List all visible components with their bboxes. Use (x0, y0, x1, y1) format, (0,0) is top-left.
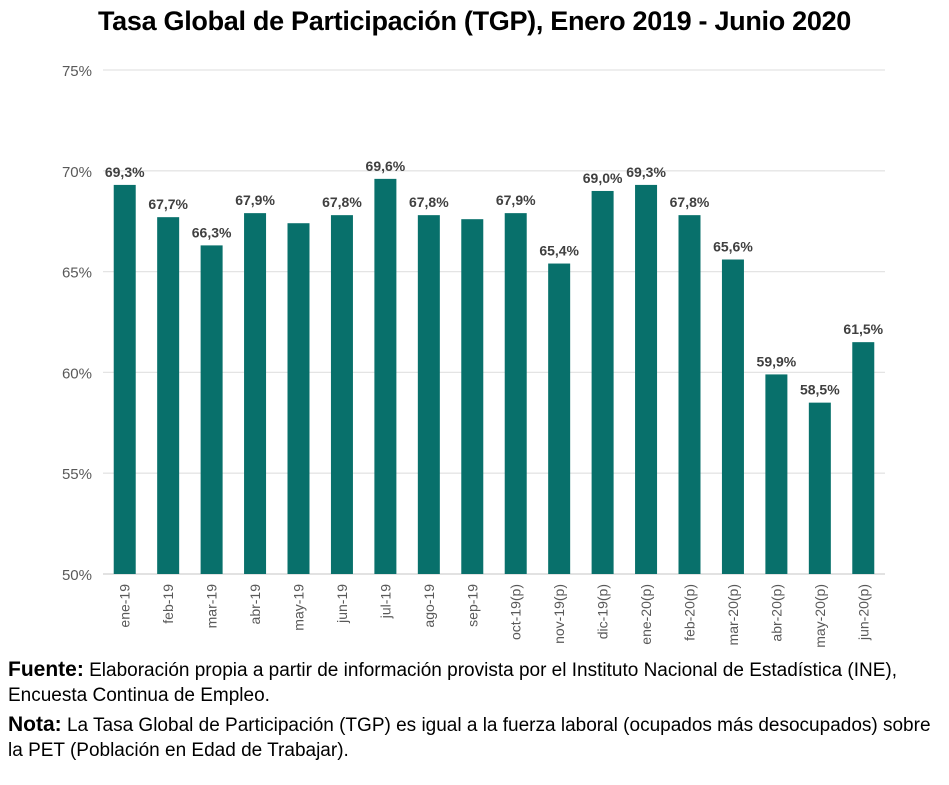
y-axis-ticks: 50% 55% 60% 65% 70% 75% (62, 63, 92, 584)
x-tick-label: feb-19 (160, 584, 176, 624)
x-tick-label: abr-19 (247, 584, 263, 625)
bar (721, 259, 744, 574)
bar-chart: 50%55%60%65%70%75% 69,3%67,7%66,3%67,9% 6… (62, 63, 885, 648)
data-label: 67,8% (670, 194, 710, 210)
bar (765, 374, 788, 574)
bar (591, 190, 614, 574)
y-tick-label: 70% (62, 164, 92, 181)
definition-note: Nota: La Tasa Global de Participación (T… (8, 712, 943, 763)
bars (113, 178, 875, 575)
data-label: 67,8% (409, 194, 449, 210)
bar (417, 215, 440, 575)
data-label: 69,6% (366, 158, 406, 174)
y-tick-label: 55% (62, 466, 92, 483)
bar (678, 215, 701, 575)
x-tick-label: ene-20(p) (638, 584, 654, 645)
x-tick-label: mar-20(p) (725, 584, 741, 645)
x-tick-label: may-19 (291, 584, 307, 631)
y-tick-label: 60% (62, 365, 92, 382)
bar (113, 184, 136, 575)
data-label: 67,8% (322, 194, 362, 210)
bar (330, 215, 353, 575)
bar (244, 213, 267, 575)
source-text: Elaboración propia a partir de informaci… (8, 660, 898, 706)
bar (504, 213, 527, 575)
y-tick-label: 75% (62, 63, 92, 80)
x-tick-label: oct-19(p) (508, 584, 524, 640)
bar (852, 342, 875, 574)
bar (374, 178, 397, 574)
note-label: Nota: (8, 713, 62, 736)
data-labels: 69,3%67,7%66,3%67,9% 67,8%69,6%67,8% 67,9%… (105, 158, 884, 398)
data-label: 66,3% (192, 224, 232, 240)
data-label: 61,5% (843, 321, 883, 337)
data-label: 65,6% (713, 239, 753, 255)
data-label: 67,7% (148, 196, 188, 212)
bar (548, 263, 571, 574)
data-label: 67,9% (496, 192, 536, 208)
x-tick-label: ene-19 (117, 584, 133, 628)
data-label: 69,3% (626, 164, 666, 180)
y-tick-label: 65% (62, 265, 92, 282)
x-tick-label: dic-19(p) (595, 584, 611, 639)
x-tick-label: sep-19 (464, 584, 480, 627)
x-tick-label: jun-20(p) (855, 584, 871, 641)
bar (200, 245, 223, 574)
x-tick-label: abr-20(p) (768, 584, 784, 642)
notes: Fuente: Elaboración propia a partir de i… (8, 657, 943, 767)
x-tick-label: nov-19(p) (551, 584, 567, 644)
data-label: 59,9% (757, 353, 797, 369)
bar (461, 219, 484, 574)
note-text: La Tasa Global de Participación (TGP) es… (8, 715, 931, 761)
source-note: Fuente: Elaboración propia a partir de i… (8, 657, 943, 708)
bar (635, 184, 658, 575)
gridlines (103, 69, 885, 575)
bar (808, 402, 831, 574)
bar (287, 223, 310, 574)
data-label: 65,4% (539, 243, 579, 259)
bar (157, 217, 180, 574)
x-tick-label: jul-19 (377, 584, 393, 619)
data-label: 69,3% (105, 164, 145, 180)
x-tick-label: mar-19 (204, 584, 220, 629)
y-tick-label: 50% (62, 567, 92, 584)
x-tick-label: may-20(p) (812, 584, 828, 648)
data-label: 58,5% (800, 382, 840, 398)
source-label: Fuente: (8, 658, 84, 681)
x-tick-label: jun-19 (334, 584, 350, 624)
chart-title: Tasa Global de Participación (TGP), Ener… (97, 6, 852, 36)
x-tick-label: ago-19 (421, 584, 437, 628)
x-axis-ticks: ene-19 feb-19 mar-19 abr-19 may-19 jun-19 jul-… (117, 584, 872, 648)
data-label: 67,9% (235, 192, 275, 208)
x-tick-label: feb-20(p) (682, 584, 698, 641)
data-label: 69,0% (583, 170, 623, 186)
